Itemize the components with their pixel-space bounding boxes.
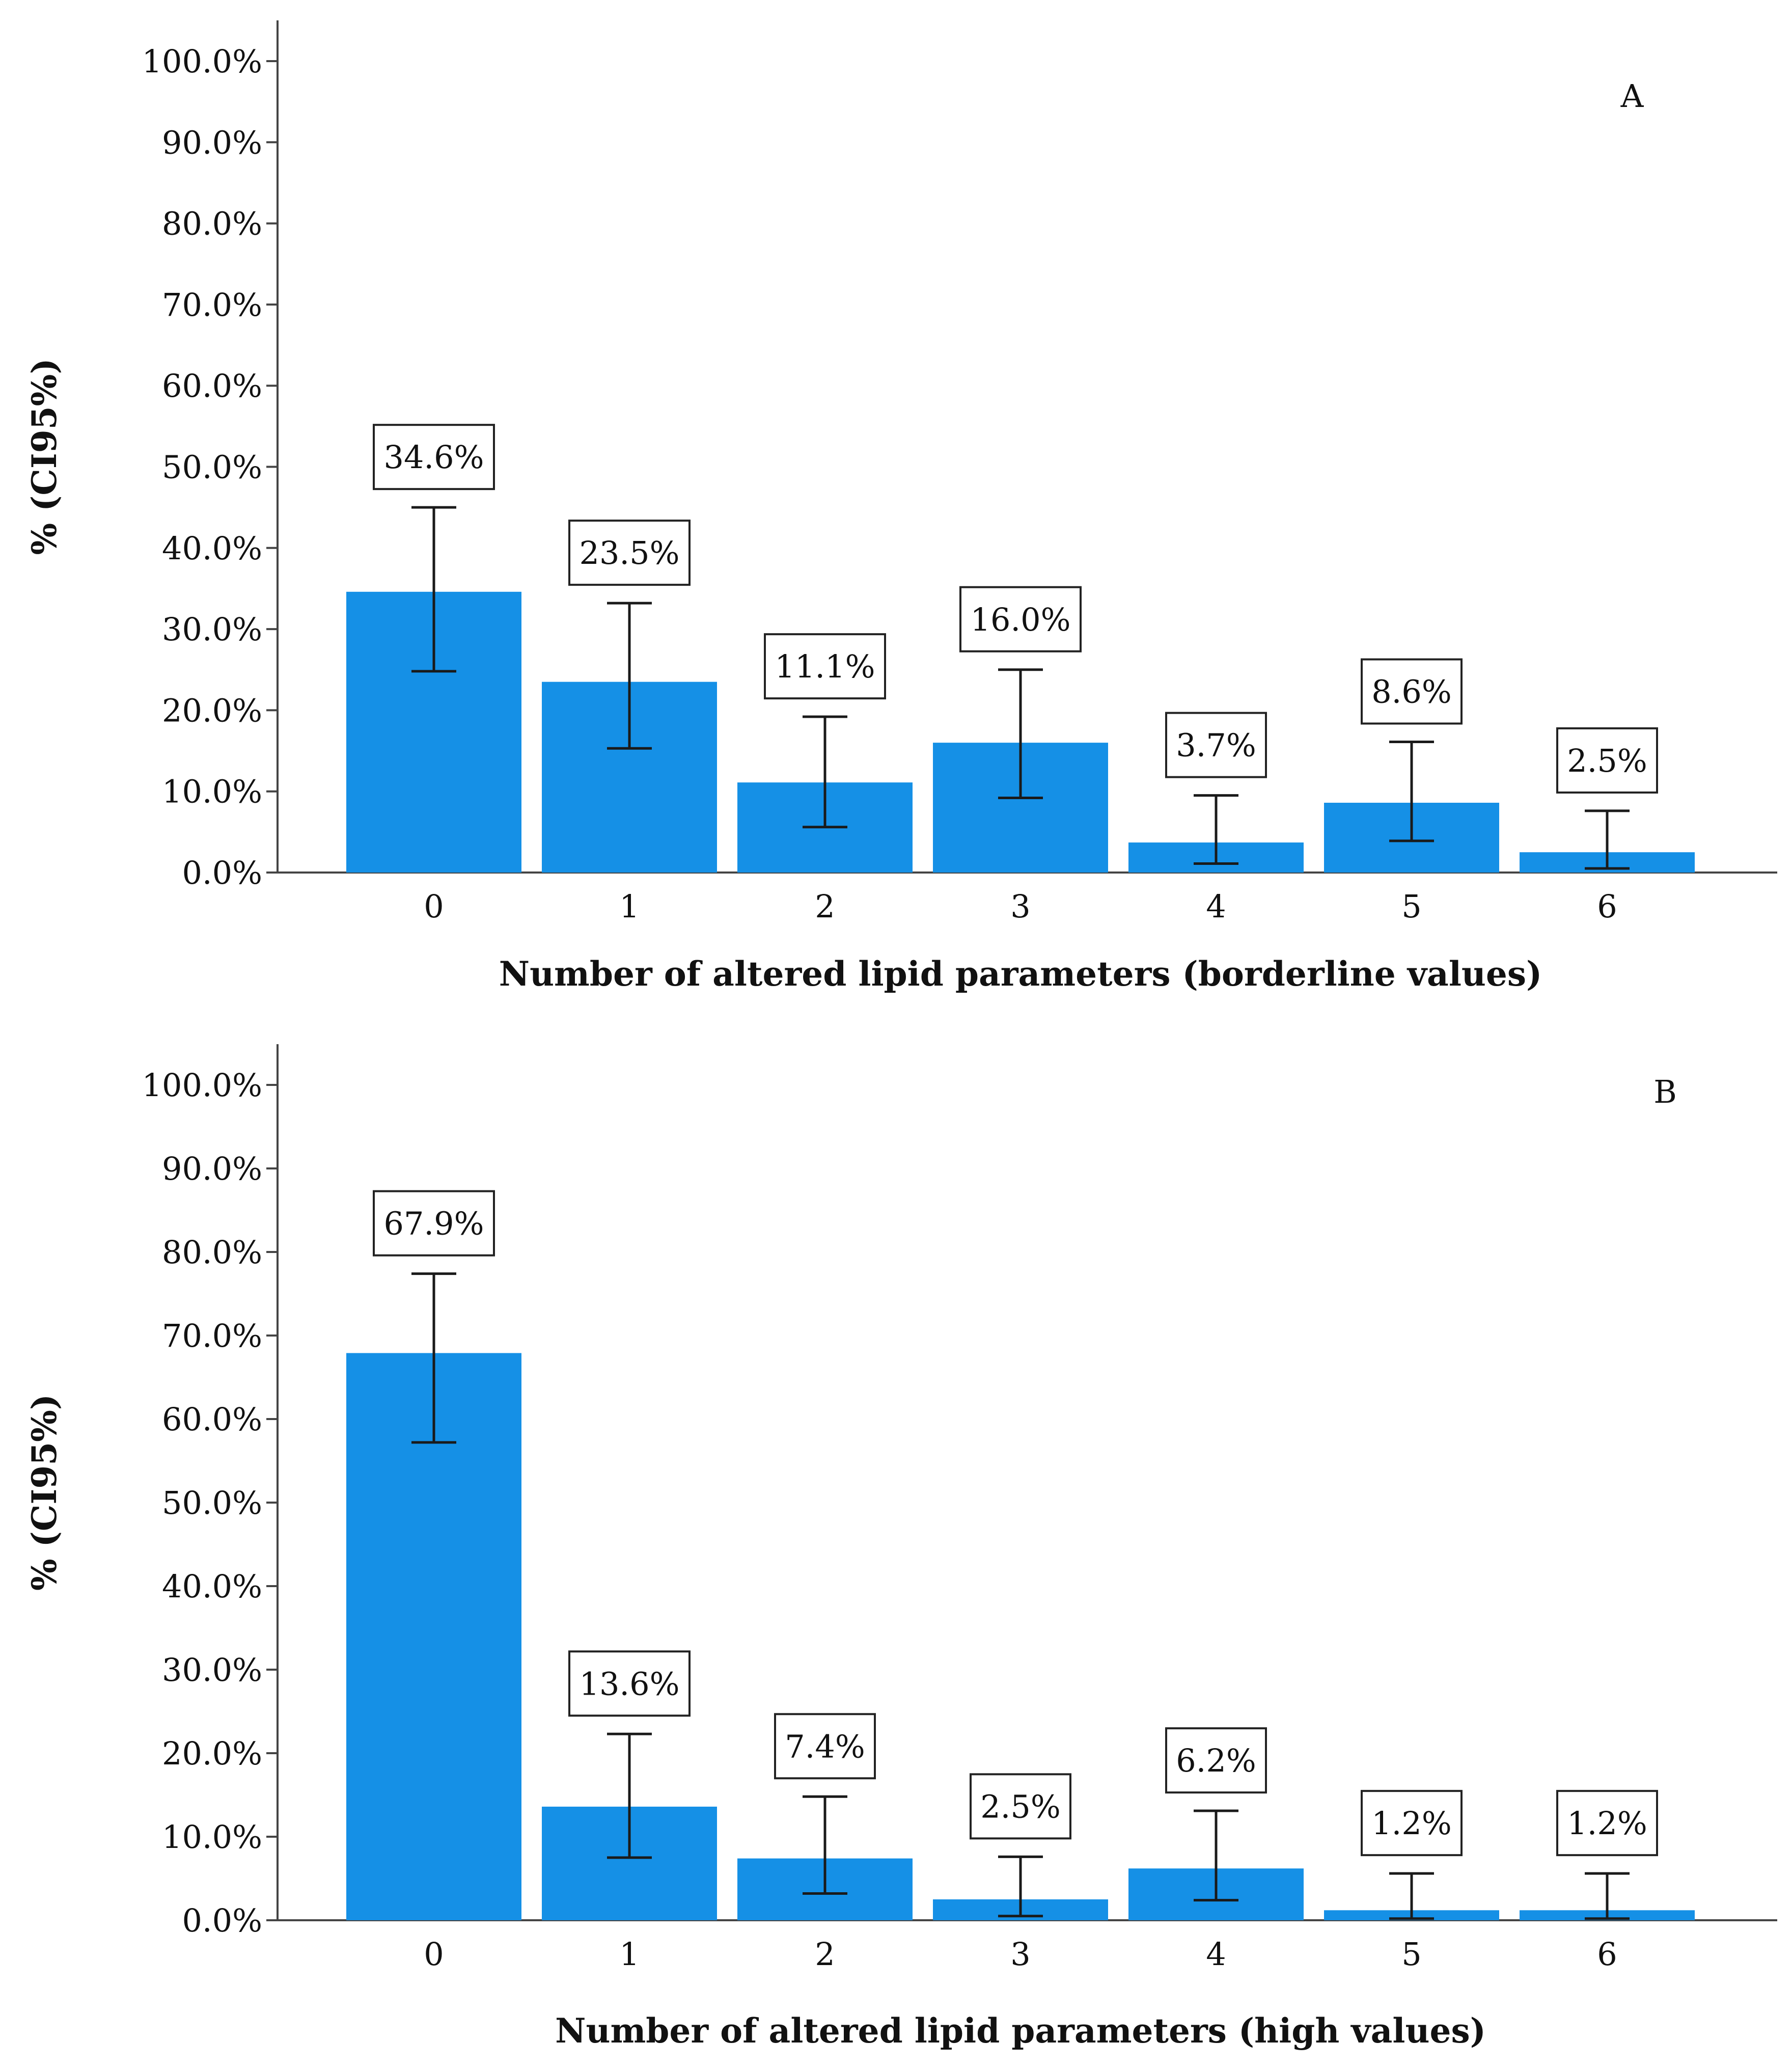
panel-label: B (1653, 1073, 1677, 1110)
x-tick-label: 0 (424, 1936, 444, 1973)
x-tick-label: 6 (1597, 1936, 1617, 1973)
y-tick-label: 10.0% (162, 773, 262, 810)
data-label: 6.2% (1176, 1742, 1256, 1779)
y-tick-label: 60.0% (162, 1401, 262, 1438)
bar (346, 1353, 521, 1920)
data-label: 34.6% (384, 439, 484, 476)
x-tick-label: 3 (1010, 1936, 1030, 1973)
data-label: 16.0% (971, 601, 1071, 638)
chart-panel-a: 0.0% 10.0% 20.0% 30.0% 40.0% 50.0% 60.0% 70.0% 8… (24, 20, 1777, 994)
x-tick-label: 2 (815, 888, 835, 925)
data-label: 67.9% (384, 1205, 484, 1242)
x-tick-label: 4 (1206, 888, 1226, 925)
data-label-box (373, 424, 495, 491)
x-tick-label: 1 (619, 1936, 639, 1973)
data-label: 11.1% (775, 648, 875, 685)
x-tick-label: 0 (424, 888, 444, 925)
x-tick-label: 4 (1206, 1936, 1226, 1973)
y-tick-label: 30.0% (162, 611, 262, 648)
data-label: 23.5% (580, 534, 680, 571)
data-label: 3.7% (1176, 727, 1256, 764)
y-tick-label: 70.0% (162, 286, 262, 323)
x-tick-label: 5 (1401, 888, 1421, 925)
data-label: 13.6% (580, 1665, 680, 1702)
data-label: 1.2% (1567, 1805, 1647, 1842)
chart-panel-b: 0.0% 10.0% 20.0% 30.0% 40.0% 50.0% 60.0% 70.0% 8… (24, 1044, 1777, 2051)
y-tick-label: 70.0% (162, 1317, 262, 1354)
y-tick-label: 80.0% (162, 1234, 262, 1271)
data-label-box (959, 586, 1082, 652)
y-axis-title: % (CI95%) (24, 1394, 64, 1591)
data-label-box (1361, 658, 1463, 725)
y-tick-label: 20.0% (162, 692, 262, 729)
data-label-box (774, 1713, 876, 1780)
y-tick-label: 30.0% (162, 1651, 262, 1688)
data-label-box (1556, 1790, 1658, 1857)
data-label-box (970, 1773, 1071, 1840)
x-tick-label: 1 (619, 888, 639, 925)
data-label: 7.4% (785, 1728, 865, 1765)
y-axis-title: % (CI95%) (24, 358, 64, 555)
data-label: 8.6% (1371, 673, 1452, 711)
data-label-box (764, 633, 886, 700)
y-tick-label: 90.0% (162, 124, 262, 161)
y-tick-label: 50.0% (162, 1484, 262, 1521)
x-axis-title: Number of altered lipid parameters (high… (555, 2011, 1486, 2051)
data-label-box (1361, 1790, 1463, 1857)
y-tick-label: 10.0% (162, 1818, 262, 1856)
data-label-box (1165, 712, 1267, 778)
x-tick-label: 2 (815, 1936, 835, 1973)
x-tick-label: 5 (1401, 1936, 1421, 1973)
y-tick-label: 0.0% (182, 1902, 262, 1939)
y-tick-label: 40.0% (162, 530, 262, 567)
panel-label: A (1620, 77, 1644, 115)
x-tick-label: 3 (1010, 888, 1030, 925)
y-tick-label: 60.0% (162, 367, 262, 404)
data-label-box (1165, 1727, 1267, 1794)
y-tick-label: 100.0% (142, 1067, 262, 1104)
data-label: 1.2% (1371, 1805, 1452, 1842)
y-tick-label: 90.0% (162, 1150, 262, 1187)
data-label: 2.5% (980, 1788, 1061, 1825)
data-label-box (1556, 727, 1658, 794)
data-label-box (568, 520, 691, 586)
y-tick-label: 50.0% (162, 449, 262, 486)
data-label-box (568, 1650, 691, 1717)
y-tick-label: 80.0% (162, 205, 262, 242)
y-tick-label: 100.0% (142, 43, 262, 80)
y-tick-label: 20.0% (162, 1735, 262, 1772)
y-tick-label: 0.0% (182, 854, 262, 891)
y-tick-label: 40.0% (162, 1568, 262, 1605)
x-tick-label: 6 (1597, 888, 1617, 925)
x-axis-title: Number of altered lipid parameters (bord… (499, 954, 1542, 994)
data-label-box (373, 1190, 495, 1257)
data-label: 2.5% (1567, 742, 1647, 779)
